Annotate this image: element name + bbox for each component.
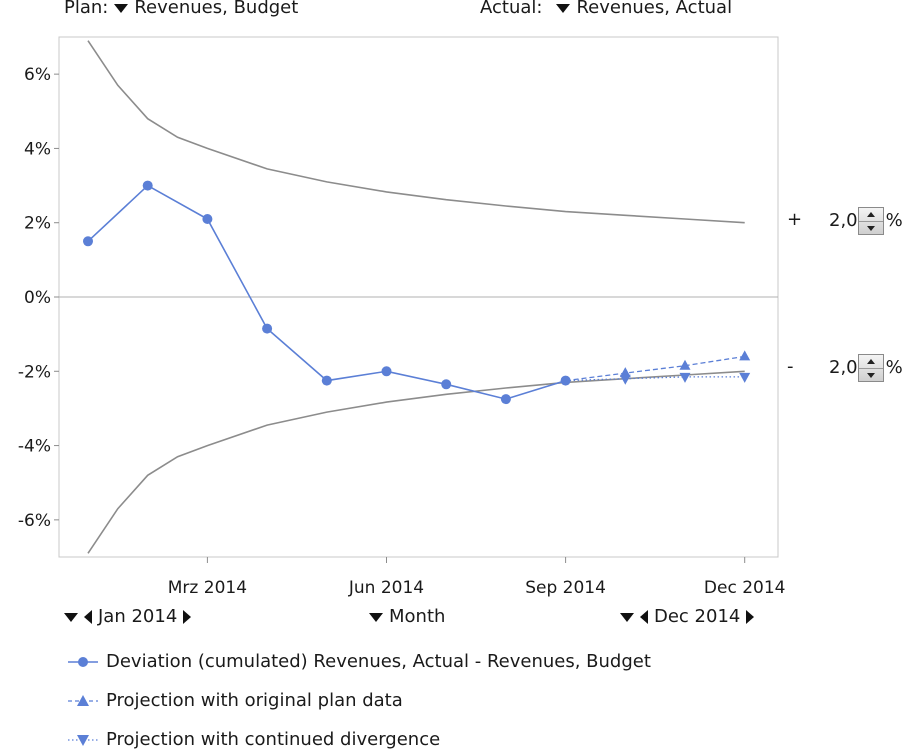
upper-tolerance-sign: + (787, 209, 803, 230)
legend-circle-marker-icon (68, 657, 98, 667)
data-point (619, 374, 631, 385)
actual-selector[interactable]: Actual: Revenues, Actual (480, 0, 732, 19)
period-to-value[interactable]: Dec 2014 (654, 606, 741, 627)
legend-label: Projection with original plan data (106, 690, 403, 711)
deviation-chart: 6% 4% 2% 0% -2% -4% -6% Mrz 2014 Jun 2014 Sep 201… (18, 36, 786, 598)
upper-tolerance-spinner[interactable] (857, 207, 884, 235)
chart-series (83, 180, 751, 405)
y-tick-label: 0% (24, 288, 51, 308)
y-tick-label: -4% (18, 437, 51, 457)
period-from-value[interactable]: Jan 2014 (98, 606, 178, 627)
data-point (321, 375, 332, 386)
data-point (739, 372, 751, 383)
actual-dropdown-arrow-icon[interactable] (556, 3, 571, 13)
lower-tolerance-control: 2,0 % (829, 354, 903, 382)
period-to-dropdown-icon[interactable] (620, 612, 634, 622)
data-point (679, 359, 691, 370)
plan-label: Plan: (64, 0, 109, 18)
spin-down-icon[interactable] (858, 367, 883, 382)
data-point (142, 180, 153, 191)
y-tick-label: -6% (18, 511, 51, 531)
data-point (202, 214, 213, 224)
legend-item-divergence-projection[interactable]: Projection with continued divergence (66, 729, 440, 751)
data-point (83, 236, 93, 247)
upper-tolerance-control: 2,0 % (829, 207, 903, 235)
upper-tolerance-value[interactable]: 2,0 (829, 210, 858, 231)
tolerance-bands (87, 40, 745, 554)
legend-label: Projection with continued divergence (106, 729, 441, 750)
legend-triangle-down-marker-icon (68, 735, 98, 746)
x-tick-label: Mrz 2014 (168, 578, 247, 598)
data-point (262, 323, 273, 334)
period-from-dropdown-icon[interactable] (64, 612, 78, 622)
plan-selector[interactable]: Plan: Revenues, Budget (64, 0, 298, 19)
lower-tolerance-unit: % (885, 357, 903, 378)
chart-axes: 6% 4% 2% 0% -2% -4% -6% Mrz 2014 Jun 2014 Sep 201… (18, 65, 786, 598)
granularity-dropdown-icon[interactable] (369, 612, 383, 622)
legend-label: Deviation (cumulated) Revenues, Actual -… (106, 651, 651, 672)
x-tick-label: Jun 2014 (348, 578, 424, 598)
data-point (441, 379, 452, 390)
period-to-prev-icon[interactable] (640, 610, 648, 624)
legend-item-plan-projection[interactable]: Projection with original plan data (66, 690, 403, 712)
lower-tolerance-sign: - (787, 356, 794, 377)
upper-tolerance-curve (87, 40, 745, 224)
series-line-0 (87, 184, 566, 400)
period-from-next-icon[interactable] (183, 610, 192, 624)
data-point (619, 367, 631, 378)
series-line-2 (565, 376, 745, 382)
lower-tolerance-value[interactable]: 2,0 (829, 357, 858, 378)
lower-tolerance-curve (87, 370, 745, 554)
plan-dropdown-arrow-icon[interactable] (114, 3, 129, 13)
granularity-control[interactable]: Month (369, 606, 445, 628)
legend-item-deviation[interactable]: Deviation (cumulated) Revenues, Actual -… (66, 651, 651, 673)
granularity-value: Month (389, 606, 446, 627)
period-from-prev-icon[interactable] (84, 610, 92, 624)
period-from-control: Jan 2014 (64, 606, 192, 628)
y-tick-label: 2% (24, 214, 51, 234)
y-tick-label: 6% (24, 65, 51, 85)
data-point (739, 350, 751, 361)
chart-frame (58, 36, 779, 558)
spin-up-icon[interactable] (859, 355, 883, 368)
period-to-control: Dec 2014 (620, 606, 755, 628)
y-tick-label: 4% (24, 139, 51, 159)
y-tick-label: -2% (18, 362, 51, 382)
spin-down-icon[interactable] (858, 220, 883, 235)
plan-value: Revenues, Budget (134, 0, 299, 18)
actual-value: Revenues, Actual (576, 0, 733, 18)
lower-tolerance-spinner[interactable] (857, 354, 884, 382)
x-tick-label: Dec 2014 (704, 578, 786, 598)
data-point (381, 366, 392, 377)
period-to-next-icon[interactable] (746, 610, 755, 624)
spin-up-icon[interactable] (859, 208, 883, 221)
series-line-1 (565, 355, 745, 382)
x-tick-label: Sep 2014 (525, 578, 606, 598)
upper-tolerance-unit: % (885, 210, 903, 231)
actual-label: Actual: (480, 0, 543, 18)
data-point (679, 372, 691, 383)
data-point (500, 394, 511, 405)
legend-triangle-up-marker-icon (68, 695, 98, 706)
